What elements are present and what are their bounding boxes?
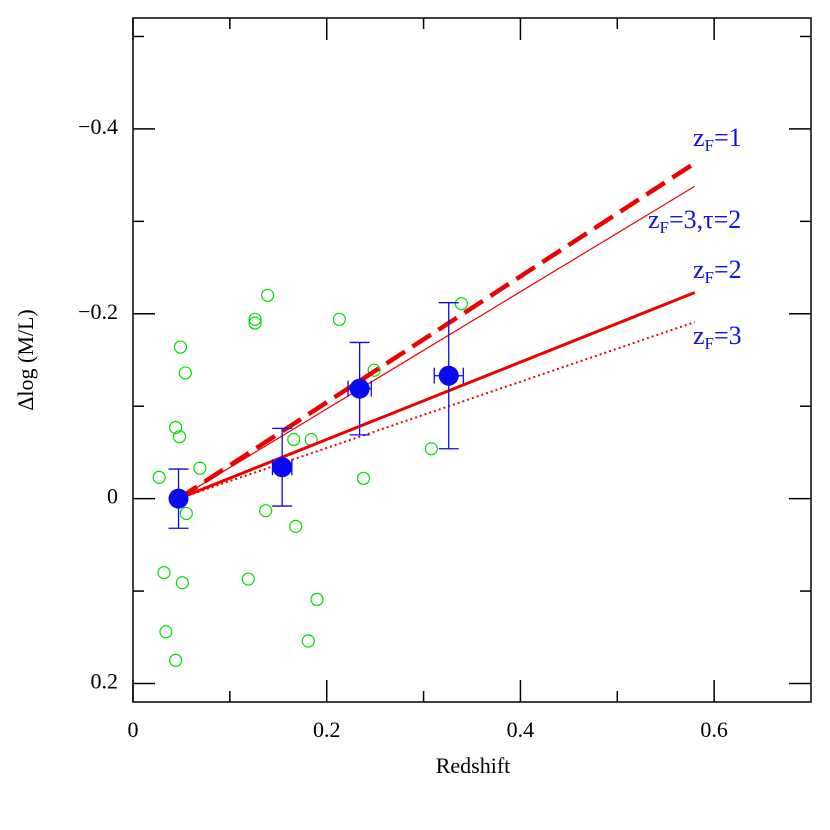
- model-line: [178, 321, 696, 500]
- binned-point: [272, 457, 293, 478]
- galaxy-point: [367, 363, 381, 377]
- label-main: z: [693, 123, 705, 152]
- galaxy-point: [310, 592, 324, 607]
- galaxy-point: [356, 471, 371, 485]
- galaxy-point: [152, 470, 166, 484]
- model-line: [177, 161, 696, 501]
- model-label: zF=3: [693, 321, 742, 353]
- galaxy-point: [169, 653, 183, 668]
- label-main: z: [693, 255, 705, 284]
- binned-point: [438, 365, 459, 386]
- galaxy-point: [193, 461, 207, 475]
- galaxy-point: [178, 366, 192, 380]
- model-label: zF=3,τ=2: [648, 205, 741, 237]
- y-axis-label: Δlog (M/L): [13, 309, 38, 411]
- galaxy-point: [454, 297, 468, 311]
- label-rest: =2: [714, 255, 742, 284]
- label-sub: F: [660, 218, 669, 237]
- y-tick-label: 0: [107, 484, 118, 509]
- galaxy-point: [261, 288, 275, 302]
- galaxy-point: [173, 340, 188, 354]
- galaxy-point: [241, 572, 255, 586]
- binned-point: [168, 488, 189, 509]
- galaxy-point: [169, 420, 183, 435]
- label-main: z: [648, 205, 660, 234]
- galaxy-point: [287, 432, 301, 447]
- label-rest: =3,τ=2: [669, 205, 741, 234]
- label-rest: =1: [714, 123, 742, 152]
- galaxy-point: [332, 312, 346, 326]
- y-tick-label: −0.4: [78, 114, 118, 139]
- galaxy-point: [424, 442, 438, 456]
- galaxy-point: [172, 430, 187, 444]
- label-main: z: [693, 321, 705, 350]
- galaxy-point: [248, 312, 262, 326]
- x-tick-label: 0.6: [700, 717, 728, 742]
- galaxy-point: [159, 625, 173, 639]
- label-sub: F: [705, 334, 714, 353]
- model-line: [178, 185, 696, 500]
- label-sub: F: [705, 268, 714, 287]
- galaxy-point: [175, 576, 189, 590]
- galaxy-point: [259, 504, 273, 518]
- x-tick-label: 0.4: [507, 717, 535, 742]
- model-label: zF=2: [693, 255, 742, 287]
- model-line: [177, 291, 696, 501]
- y-tick-label: −0.2: [78, 299, 118, 324]
- x-axis-label: Redshift: [436, 753, 511, 778]
- plot-frame: [132, 17, 812, 703]
- galaxy-point: [157, 565, 171, 580]
- model-label: zF=1: [693, 123, 742, 155]
- x-tick-label: 0.2: [313, 717, 341, 742]
- binned-point: [349, 378, 370, 399]
- galaxy-point: [289, 519, 303, 533]
- label-sub: F: [705, 136, 714, 155]
- galaxy-point: [179, 506, 193, 521]
- galaxy-point: [301, 634, 315, 648]
- y-tick-label: 0.2: [91, 669, 119, 694]
- label-rest: =3: [714, 321, 742, 350]
- galaxy-point: [248, 316, 262, 330]
- x-tick-label: 0: [128, 717, 139, 742]
